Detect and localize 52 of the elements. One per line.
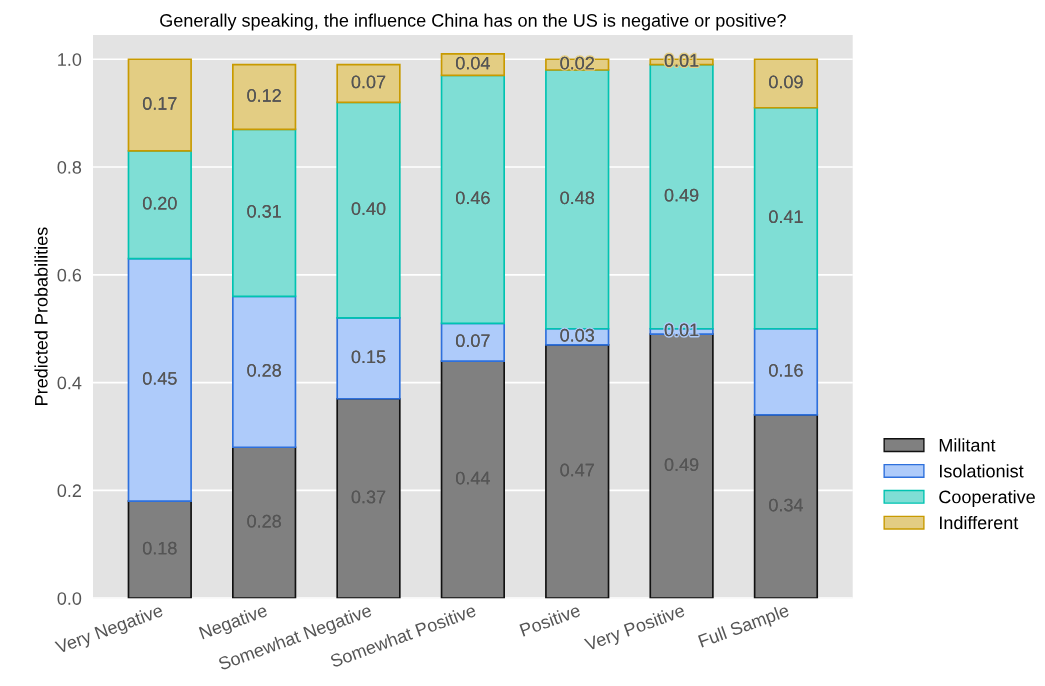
y-axis-title: Predicted Probabilities <box>34 227 48 405</box>
data-label: 0.02 <box>560 56 594 70</box>
bar <box>127 500 192 599</box>
y-tick-label: 1.0 <box>58 53 82 66</box>
data-label: 0.46 <box>456 191 490 205</box>
data-label: 0.20 <box>142 196 177 210</box>
bar <box>232 128 297 298</box>
bar <box>336 317 401 400</box>
data-label: 0.04 <box>456 56 490 70</box>
x-tick-label: Very Positive <box>583 603 687 655</box>
data-label: 0.15 <box>351 350 386 364</box>
bar <box>232 446 297 599</box>
bar <box>336 397 401 599</box>
data-label: 0.07 <box>351 75 386 89</box>
data-label: 0.48 <box>560 191 595 205</box>
bar <box>232 63 297 131</box>
data-label: 0.17 <box>142 97 177 110</box>
data-label: 0.45 <box>142 371 177 385</box>
data-label: 0.31 <box>247 204 281 218</box>
data-label: 0.03 <box>560 328 594 342</box>
bar <box>545 344 610 599</box>
y-tick-label: 0.2 <box>57 484 81 498</box>
legend-label: Isolationist <box>940 464 1024 478</box>
data-label: 0.49 <box>664 188 699 202</box>
y-tick-label: 0.8 <box>57 160 82 174</box>
data-label: 0.41 <box>769 210 803 224</box>
data-label: 0.09 <box>769 75 803 89</box>
bar <box>232 295 297 449</box>
x-tick-label: Full Sample <box>697 603 791 651</box>
legend-label: Cooperative <box>939 490 1035 507</box>
chart-title: Generally speaking, the influence China has on the US is negative or positive? <box>160 13 786 31</box>
bar <box>545 69 610 330</box>
legend-label: Militant <box>939 438 996 452</box>
bar <box>753 414 819 599</box>
y-tick-label: 0.4 <box>57 376 82 390</box>
bar <box>440 360 506 599</box>
legend-label: Indifferent <box>940 515 1019 530</box>
y-tick-label: 0.6 <box>57 268 82 282</box>
bar <box>127 257 192 503</box>
bar <box>440 74 506 325</box>
data-label: 0.40 <box>351 202 386 215</box>
bar <box>127 150 192 260</box>
bar <box>753 327 819 416</box>
y-tick-label: 0.0 <box>57 592 82 605</box>
data-label: 0.07 <box>456 334 490 348</box>
data-label: 0.28 <box>247 363 281 377</box>
bar <box>753 106 819 330</box>
bar <box>336 101 401 319</box>
data-label: 0.16 <box>769 363 803 377</box>
bar <box>127 58 192 152</box>
data-label: 0.12 <box>247 89 281 102</box>
x-tick-label: Positive <box>519 603 581 637</box>
